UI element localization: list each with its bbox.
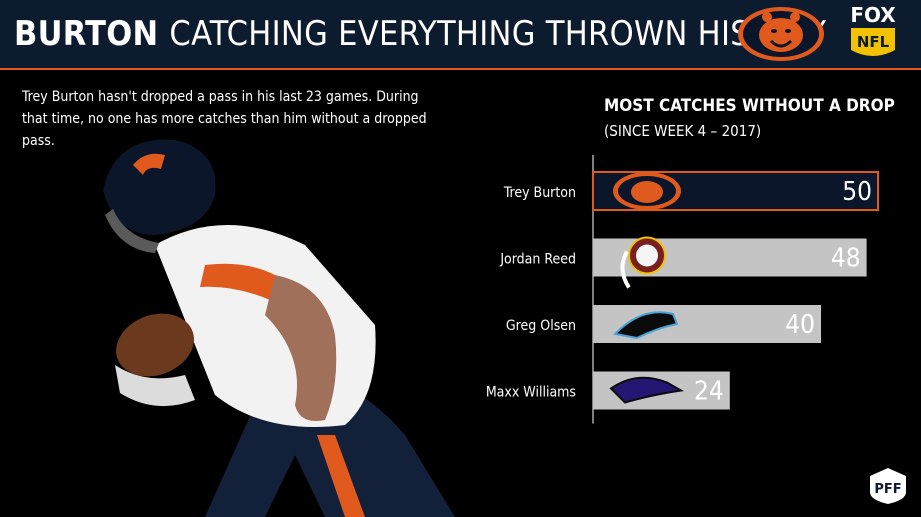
fox-logo-text: FOX — [850, 3, 896, 27]
header-banner: BURTON CATCHING EVERYTHING THROWN HIS WA… — [0, 0, 921, 70]
chart-subtitle: (SINCE WEEK 4 – 2017) — [604, 122, 762, 140]
bears-logo-icon — [738, 7, 824, 61]
player-photo — [103, 139, 455, 517]
data-label: 40 — [785, 310, 815, 340]
data-label: 48 — [831, 244, 861, 274]
category-label: Jordan Reed — [499, 252, 576, 268]
redskins-icon-center — [636, 244, 658, 267]
page-title: BURTON CATCHING EVERYTHING THROWN HIS WA… — [14, 14, 826, 54]
data-label: 24 — [694, 377, 724, 407]
title-rest: CATCHING EVERYTHING THROWN HIS WAY — [169, 14, 827, 54]
intro-text: Trey Burton hasn't dropped a pass in his… — [22, 89, 427, 149]
fox-nfl-logo-icon: FOX NFL — [850, 3, 896, 56]
category-label: Trey Burton — [503, 185, 576, 201]
chart-title: MOST CATCHES WITHOUT A DROP — [604, 96, 895, 116]
panthers-icon — [612, 311, 679, 340]
title-bold: BURTON — [14, 14, 159, 54]
bears-icon-face — [631, 181, 663, 203]
category-label: Greg Olsen — [506, 318, 576, 334]
category-label: Maxx Williams — [486, 385, 576, 401]
ravens-icon — [609, 376, 685, 404]
data-label: 50 — [842, 177, 872, 207]
redskins-icon-feather — [620, 250, 631, 289]
nfl-logo-text: NFL — [857, 33, 890, 51]
pff-logo-icon: PFF — [870, 468, 906, 504]
pff-logo-text: PFF — [874, 482, 901, 497]
